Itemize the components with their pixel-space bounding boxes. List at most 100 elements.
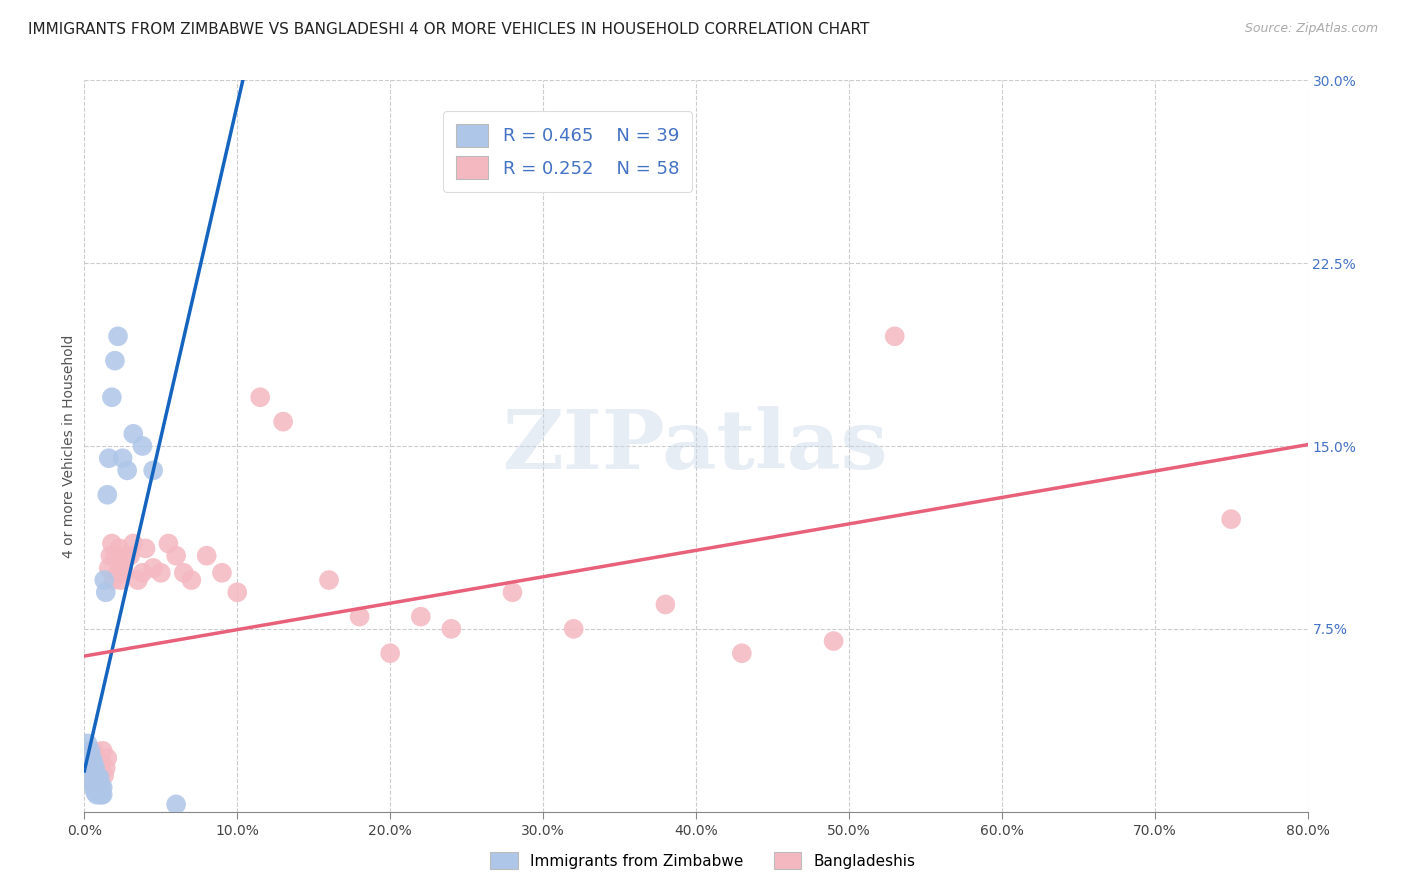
- Point: [90, 788, 112, 802]
- Point: [84, 775, 107, 789]
- Point: [83, 761, 105, 775]
- Point: [1220, 512, 1243, 526]
- Point: [195, 549, 218, 563]
- Point: [883, 329, 905, 343]
- Point: [97, 451, 120, 466]
- Point: [86, 768, 108, 782]
- Point: [89, 780, 111, 795]
- Point: [96, 751, 118, 765]
- Text: IMMIGRANTS FROM ZIMBABWE VS BANGLADESHI 4 OR MORE VEHICLES IN HOUSEHOLD CORRELAT: IMMIGRANTS FROM ZIMBABWE VS BANGLADESHI …: [28, 22, 869, 37]
- Point: [103, 573, 125, 587]
- Point: [80, 775, 103, 789]
- Point: [731, 646, 754, 660]
- Point: [91, 788, 114, 802]
- Point: [84, 756, 107, 770]
- Point: [165, 797, 187, 812]
- Point: [318, 573, 340, 587]
- Point: [97, 561, 120, 575]
- Point: [226, 585, 249, 599]
- Point: [96, 488, 118, 502]
- Point: [83, 756, 105, 770]
- Point: [249, 390, 271, 404]
- Point: [83, 768, 105, 782]
- Point: [108, 541, 131, 556]
- Point: [86, 788, 108, 802]
- Point: [91, 744, 114, 758]
- Point: [84, 761, 107, 775]
- Point: [76, 751, 98, 765]
- Point: [77, 756, 100, 770]
- Point: [94, 761, 117, 775]
- Point: [122, 536, 145, 550]
- Point: [142, 463, 165, 477]
- Point: [211, 566, 233, 580]
- Point: [107, 329, 129, 343]
- Point: [131, 439, 153, 453]
- Point: [79, 761, 101, 775]
- Point: [562, 622, 585, 636]
- Point: [94, 585, 117, 599]
- Point: [122, 426, 145, 441]
- Point: [87, 761, 110, 775]
- Point: [76, 761, 98, 775]
- Point: [86, 780, 108, 795]
- Point: [180, 573, 202, 587]
- Point: [80, 775, 103, 789]
- Point: [112, 566, 135, 580]
- Point: [654, 598, 676, 612]
- Point: [380, 646, 402, 660]
- Point: [409, 609, 432, 624]
- Point: [115, 463, 138, 477]
- Point: [93, 573, 115, 587]
- Point: [83, 780, 105, 795]
- Point: [165, 549, 187, 563]
- Point: [271, 415, 294, 429]
- Point: [120, 549, 142, 563]
- Point: [80, 751, 103, 765]
- Point: [77, 768, 100, 782]
- Y-axis label: 4 or more Vehicles in Household: 4 or more Vehicles in Household: [62, 334, 76, 558]
- Point: [98, 549, 121, 563]
- Point: [90, 780, 112, 795]
- Point: [101, 536, 124, 550]
- Point: [75, 751, 97, 765]
- Legend: R = 0.465    N = 39, R = 0.252    N = 58: R = 0.465 N = 39, R = 0.252 N = 58: [443, 112, 692, 192]
- Point: [84, 772, 107, 787]
- Point: [89, 788, 111, 802]
- Point: [107, 566, 129, 580]
- Point: [157, 536, 180, 550]
- Point: [87, 775, 110, 789]
- Point: [80, 751, 103, 765]
- Point: [131, 566, 153, 580]
- Point: [142, 561, 165, 575]
- Point: [115, 549, 138, 563]
- Point: [349, 609, 371, 624]
- Point: [89, 771, 111, 785]
- Point: [90, 756, 112, 770]
- Point: [91, 780, 114, 795]
- Point: [111, 561, 134, 575]
- Point: [76, 736, 98, 750]
- Point: [83, 744, 105, 758]
- Point: [84, 785, 107, 799]
- Point: [79, 761, 101, 775]
- Point: [440, 622, 463, 636]
- Point: [823, 634, 845, 648]
- Point: [87, 785, 110, 799]
- Point: [135, 541, 157, 556]
- Point: [86, 768, 108, 782]
- Point: [104, 549, 127, 563]
- Text: ZIPatlas: ZIPatlas: [503, 406, 889, 486]
- Point: [502, 585, 524, 599]
- Point: [93, 768, 115, 782]
- Point: [149, 566, 172, 580]
- Point: [104, 353, 127, 368]
- Point: [173, 566, 195, 580]
- Point: [110, 573, 132, 587]
- Point: [111, 451, 134, 466]
- Point: [80, 761, 103, 775]
- Point: [77, 756, 100, 770]
- Text: Source: ZipAtlas.com: Source: ZipAtlas.com: [1244, 22, 1378, 36]
- Legend: Immigrants from Zimbabwe, Bangladeshis: Immigrants from Zimbabwe, Bangladeshis: [484, 846, 922, 875]
- Point: [89, 768, 111, 782]
